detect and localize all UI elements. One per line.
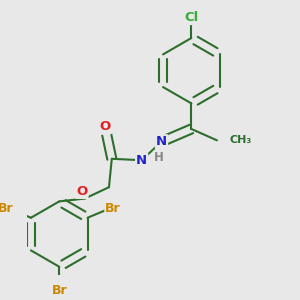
Text: Br: Br bbox=[0, 202, 13, 215]
Text: H: H bbox=[154, 152, 164, 164]
Text: O: O bbox=[100, 120, 111, 133]
Text: N: N bbox=[136, 154, 147, 167]
Text: CH₃: CH₃ bbox=[230, 135, 252, 145]
Text: Br: Br bbox=[105, 202, 121, 215]
Text: O: O bbox=[76, 185, 88, 198]
Text: Br: Br bbox=[51, 284, 67, 297]
Text: Cl: Cl bbox=[184, 11, 199, 24]
Text: N: N bbox=[156, 135, 167, 148]
